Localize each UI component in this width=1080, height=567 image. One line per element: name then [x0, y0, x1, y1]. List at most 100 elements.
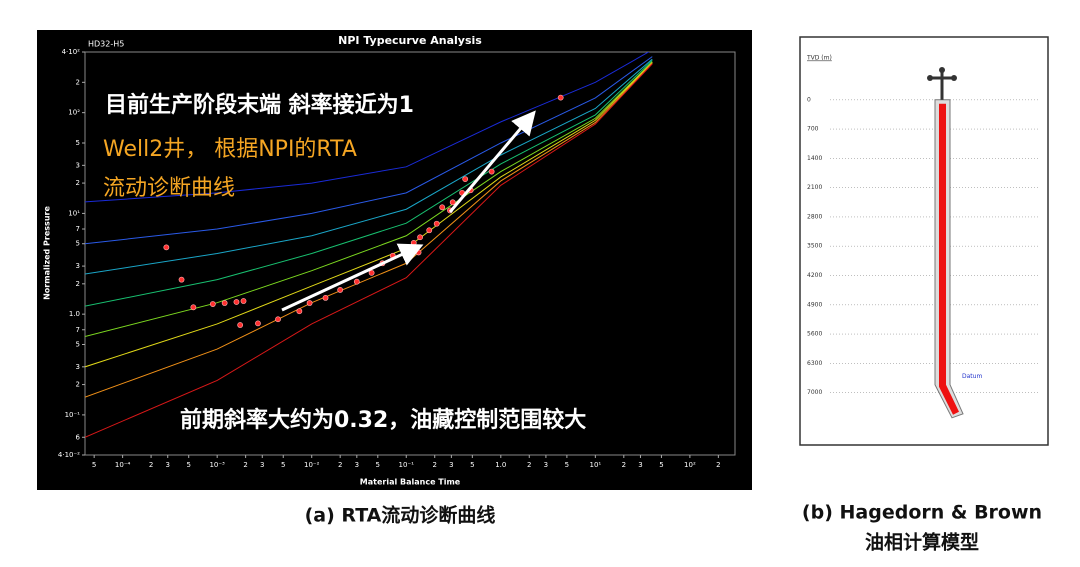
- y-axis-label: TVD (m): [806, 55, 832, 62]
- y-tick-label: 2: [76, 280, 80, 288]
- data-point: [322, 294, 329, 301]
- annotation: 前期斜率大约为0.32，油藏控制范围较大: [180, 407, 586, 433]
- x-tick-label: 2: [432, 461, 436, 469]
- type-curve: [85, 52, 650, 203]
- well-name: HD32-H5: [88, 40, 124, 49]
- x-tick-label: 5: [659, 461, 663, 469]
- y-tick-label: 5600: [807, 331, 822, 338]
- wellhead: [951, 75, 957, 81]
- data-point: [462, 176, 469, 183]
- data-point: [400, 244, 407, 251]
- caption: (a) RTA流动诊断曲线: [305, 504, 496, 527]
- data-point: [415, 249, 422, 256]
- data-point: [221, 300, 228, 306]
- x-tick-label: 3: [260, 461, 264, 469]
- y-tick-label: 7000: [807, 389, 822, 396]
- data-point: [353, 278, 360, 285]
- y-tick-label: 700: [807, 126, 819, 133]
- y-tick-label: 2800: [807, 213, 822, 220]
- type-curve: [85, 58, 653, 275]
- data-point: [275, 316, 281, 323]
- arrow: [448, 110, 536, 213]
- data-point: [433, 220, 440, 227]
- x-tick-label: 3: [544, 461, 548, 469]
- arrow: [281, 243, 424, 312]
- datum-label: Datum: [962, 373, 982, 380]
- chart-title: NPI Typecurve Analysis: [338, 34, 482, 47]
- x-tick-label: 3: [355, 461, 359, 469]
- type-curve: [85, 63, 653, 438]
- x-tick-label: 10¹: [589, 461, 601, 469]
- y-tick-label: 2: [76, 78, 80, 86]
- wellhead: [927, 75, 933, 81]
- x-tick-label: 2: [243, 461, 247, 469]
- wellbore: 0 700 1400 2100 2800 3500 4200 4900 5600 6300 7000…: [807, 67, 1040, 419]
- x-tick-label: 2: [716, 461, 720, 469]
- y-tick-label: 6300: [807, 360, 822, 367]
- y-tick-label: 3: [76, 262, 80, 270]
- data-point: [426, 227, 433, 234]
- data-point: [163, 244, 170, 251]
- y-tick-label: 4·10²: [62, 48, 81, 56]
- x-tick-label: 5: [281, 461, 285, 469]
- x-tick-label: 5: [470, 461, 474, 469]
- data-point: [410, 239, 417, 246]
- plot-frame: [84, 51, 736, 456]
- y-tick-label: 5: [76, 340, 80, 348]
- y-tick-label: 3: [76, 363, 80, 371]
- x-tick-label: 10⁻¹: [399, 461, 415, 469]
- data-point: [557, 94, 564, 101]
- x-tick-label: 10⁻⁴: [115, 461, 131, 469]
- chart-panel: [37, 30, 752, 490]
- data-point: [233, 299, 240, 305]
- y-tick-label: 5: [76, 139, 80, 147]
- y-tick-label: 0: [807, 96, 811, 103]
- y-tick-label: 4·10⁻²: [58, 451, 80, 459]
- plot-area: 4·10² 2 10² 5 3 2 10¹ 7 5 3 2 1.0 7 5 3 2 10⁻¹ 6 4·10⁻² 5 10…: [58, 48, 721, 469]
- y-tick-label: 7: [76, 326, 80, 334]
- y-tick-label: 6: [76, 433, 81, 441]
- data-point: [209, 301, 216, 307]
- type-curve: [85, 60, 653, 307]
- annotation: 目前生产阶段末端 斜率接近为1: [105, 92, 414, 118]
- data-point: [488, 168, 495, 175]
- x-tick-label: 3: [638, 461, 642, 469]
- data-point: [296, 308, 303, 315]
- wellhead: [939, 67, 945, 73]
- x-tick-label: 2: [149, 461, 153, 469]
- data-point: [368, 269, 375, 276]
- y-tick-label: 10²: [68, 109, 80, 117]
- y-tick-label: 2: [76, 381, 80, 389]
- x-tick-label: 2: [527, 461, 531, 469]
- y-tick-label: 1.0: [69, 310, 80, 318]
- x-tick-label: 2: [622, 461, 626, 469]
- x-tick-label: 5: [376, 461, 380, 469]
- y-tick-label: 4200: [807, 272, 822, 279]
- x-tick-label: 10⁻³: [209, 461, 225, 469]
- y-tick-label: 10⁻¹: [65, 411, 81, 419]
- data-point: [240, 298, 247, 304]
- y-tick-label: 10¹: [68, 209, 80, 217]
- data-point: [449, 199, 456, 206]
- annotation: 流动诊断曲线: [103, 176, 235, 201]
- y-tick-label: 3500: [807, 243, 822, 250]
- data-point: [237, 322, 244, 328]
- caption: (b) Hagedorn & Brown: [802, 502, 1042, 524]
- annotation: Well2井， 根据NPI的RTA: [103, 137, 357, 162]
- y-tick-label: 7: [76, 225, 80, 233]
- y-axis-label: Normalized Pressure: [43, 206, 52, 300]
- data-point: [417, 234, 423, 241]
- data-point: [178, 276, 185, 283]
- data-point: [306, 300, 313, 306]
- wellbore-panel: [799, 36, 1049, 446]
- x-tick-label: 10⁻²: [304, 461, 320, 469]
- x-tick-label: 3: [449, 461, 453, 469]
- x-tick-label: 3: [165, 461, 169, 469]
- type-curve: [85, 61, 653, 337]
- data-point: [337, 287, 344, 293]
- y-tick-label: 1400: [807, 155, 822, 162]
- x-axis-label: Material Balance Time: [360, 478, 461, 487]
- x-tick-label: 5: [186, 461, 190, 469]
